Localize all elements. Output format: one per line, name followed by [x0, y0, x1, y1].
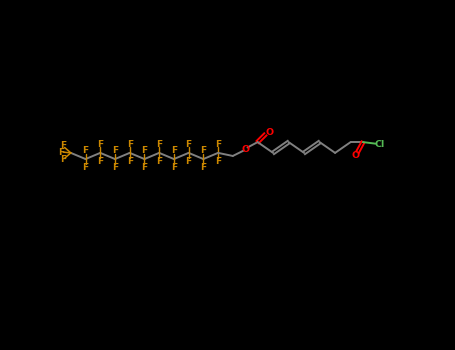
Text: F: F: [215, 157, 221, 166]
Text: F: F: [112, 146, 118, 155]
Text: F: F: [171, 163, 177, 172]
Text: F: F: [215, 140, 221, 149]
Text: F: F: [112, 163, 118, 172]
Text: F: F: [186, 140, 192, 149]
Text: O: O: [265, 128, 273, 137]
Text: F: F: [126, 140, 133, 149]
Text: O: O: [241, 145, 249, 154]
Text: Cl: Cl: [375, 140, 385, 149]
Text: F: F: [58, 148, 64, 156]
Text: F: F: [82, 146, 89, 155]
Text: F: F: [97, 157, 103, 166]
Text: F: F: [60, 141, 66, 150]
Text: F: F: [171, 146, 177, 155]
Text: F: F: [60, 155, 66, 163]
Text: F: F: [200, 146, 207, 155]
Text: F: F: [156, 157, 162, 166]
Text: F: F: [97, 140, 103, 149]
Text: F: F: [142, 146, 147, 155]
Text: F: F: [200, 163, 207, 172]
Text: F: F: [126, 157, 133, 166]
Text: F: F: [186, 157, 192, 166]
Text: F: F: [82, 163, 89, 172]
Text: F: F: [142, 163, 147, 172]
Text: O: O: [351, 152, 359, 160]
Text: F: F: [156, 140, 162, 149]
